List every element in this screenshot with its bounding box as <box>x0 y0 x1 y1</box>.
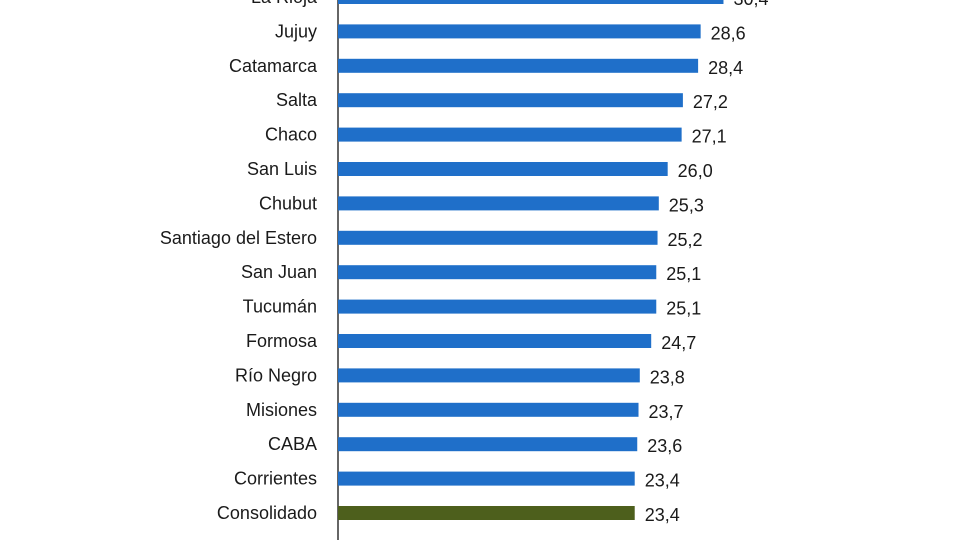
value-label-tucuman: 25,1 <box>666 299 701 319</box>
category-label-catamarca: Catamarca <box>229 56 318 76</box>
value-label-santiago-del-estero: 25,2 <box>668 230 703 250</box>
bar-san-juan <box>338 265 657 280</box>
bar-catamarca <box>338 58 699 73</box>
value-label-corrientes: 23,4 <box>645 471 680 491</box>
bar-salta <box>338 93 683 108</box>
category-label-jujuy: Jujuy <box>275 21 317 41</box>
category-label-santiago-del-estero: Santiago del Estero <box>160 228 317 248</box>
category-label-tucuman: Tucumán <box>243 297 317 317</box>
value-label-jujuy: 28,6 <box>711 23 746 43</box>
category-label-misiones: Misiones <box>246 400 317 420</box>
value-label-salta: 27,2 <box>693 92 728 112</box>
value-label-rio-negro: 23,8 <box>650 367 685 387</box>
category-labels: La Rioja Jujuy Catamarca Salta Chaco San Luis… <box>160 0 318 523</box>
bar-corrientes <box>338 471 635 486</box>
value-label-catamarca: 28,4 <box>708 58 743 78</box>
bar-jujuy <box>338 24 701 39</box>
bar-caba <box>338 437 638 452</box>
bar-chaco <box>338 127 682 142</box>
value-label-san-juan: 25,1 <box>666 264 701 284</box>
bar-misiones <box>338 402 639 417</box>
bar-consolidado <box>338 506 635 520</box>
category-label-caba: CABA <box>268 434 317 454</box>
category-label-rio-negro: Río Negro <box>235 365 317 385</box>
category-label-consolidado: Consolidado <box>217 503 317 523</box>
value-label-consolidado: 23,4 <box>645 505 680 525</box>
bars <box>338 0 724 520</box>
value-label-la-rioja: 30,4 <box>733 0 768 9</box>
bar-rio-negro <box>338 368 640 383</box>
bar-santiago-del-estero <box>338 230 658 245</box>
bar-formosa <box>338 334 652 348</box>
category-label-corrientes: Corrientes <box>234 469 317 489</box>
category-label-san-juan: San Juan <box>241 262 317 282</box>
value-label-san-luis: 26,0 <box>678 161 713 181</box>
value-label-misiones: 23,7 <box>649 402 684 422</box>
category-label-salta: Salta <box>276 90 318 110</box>
bar-la-rioja <box>338 0 724 4</box>
bar-san-luis <box>338 162 668 176</box>
bar-chubut <box>338 196 659 211</box>
category-label-chaco: Chaco <box>265 125 317 145</box>
value-labels: 30,4 28,6 28,4 27,2 27,1 26,0 25,3 25,2 25,1 25,1… <box>645 0 769 525</box>
category-label-la-rioja: La Rioja <box>251 0 318 7</box>
category-label-formosa: Formosa <box>246 331 318 351</box>
bar-tucuman <box>338 299 657 314</box>
value-label-caba: 23,6 <box>647 436 682 456</box>
value-label-formosa: 24,7 <box>661 333 696 353</box>
value-label-chaco: 27,1 <box>692 127 727 147</box>
value-label-chubut: 25,3 <box>669 195 704 215</box>
category-label-san-luis: San Luis <box>247 159 317 179</box>
category-label-chubut: Chubut <box>259 193 317 213</box>
